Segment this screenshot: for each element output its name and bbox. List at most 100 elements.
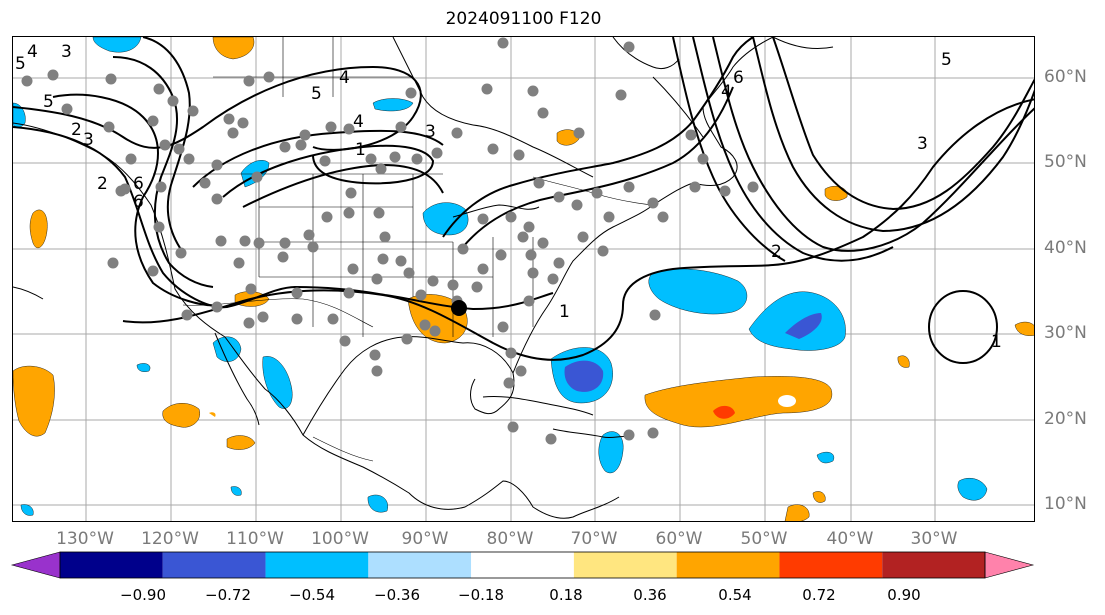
station-dot (263, 71, 275, 83)
station-dot (253, 237, 265, 249)
lon-tick-label: 130°W (56, 529, 114, 549)
lon-tick-label: 60°W (655, 529, 703, 549)
contour-label: 2 (71, 120, 82, 140)
station-dot (227, 127, 239, 139)
station-dot (233, 257, 245, 269)
station-dot (747, 181, 759, 193)
station-dot (307, 241, 319, 253)
station-dot (295, 139, 307, 151)
station-dot (257, 311, 269, 323)
station-dot (395, 255, 407, 267)
station-dot (115, 185, 127, 197)
station-dot (211, 159, 223, 171)
station-dot (523, 221, 535, 233)
colorbar-extend-high (984, 551, 1035, 579)
contour-label: 1 (355, 140, 366, 160)
station-dot (427, 275, 439, 287)
contour-label: 1 (991, 332, 1002, 352)
contour-label: 5 (15, 54, 26, 74)
station-dot (597, 245, 609, 257)
station-dot (507, 421, 519, 433)
coastlines (13, 37, 834, 519)
station-dot (339, 335, 351, 347)
station-dot (153, 83, 165, 95)
station-dot (573, 127, 585, 139)
station-dot (173, 143, 185, 155)
station-dot (299, 129, 311, 141)
station-dot (403, 267, 415, 279)
station-dot (377, 253, 389, 265)
contour-labels: 4 5 3 4 3 1 2 6 5 2 6 4 5 3 2 1 1 5 4 3 … (15, 42, 1002, 352)
station-dot (505, 211, 517, 223)
station-dot (395, 121, 407, 133)
lon-tick-label: 110°W (226, 529, 284, 549)
station-dot (623, 41, 635, 53)
station-dot (237, 117, 249, 129)
station-dot (155, 181, 167, 193)
colorbar-segment (471, 552, 574, 578)
colorbar-tick-label: −0.90 (120, 586, 166, 604)
station-dot (277, 251, 289, 263)
station-dot (553, 191, 565, 203)
station-dot (147, 265, 159, 277)
highlight-marker (451, 300, 467, 316)
station-dot (615, 89, 627, 101)
contour-label: 6 (133, 174, 144, 194)
station-dot (291, 313, 303, 325)
station-dot (431, 147, 443, 159)
station-dot (327, 313, 339, 325)
colorbar-tick-label: −0.18 (458, 586, 504, 604)
station-dot (623, 429, 635, 441)
lon-tick-label: 50°W (740, 529, 788, 549)
station-markers (21, 37, 759, 445)
lon-tick-label: 30°W (910, 529, 958, 549)
station-dot (415, 289, 427, 301)
graticule (13, 37, 1034, 521)
station-dot (533, 177, 545, 189)
station-dot (689, 181, 701, 193)
station-dot (147, 115, 159, 127)
station-dot (319, 155, 331, 167)
station-dot (371, 365, 383, 377)
station-dot (167, 95, 179, 107)
station-dot (343, 287, 355, 299)
colorbar-tick-label: 0.18 (549, 586, 583, 604)
contour-label: 5 (941, 50, 952, 70)
station-dot (419, 319, 431, 331)
station-dot (497, 321, 509, 333)
colorbar-tick-label: 0.54 (718, 586, 752, 604)
colorbar-tick-label: −0.72 (205, 586, 251, 604)
colorbar-segment (368, 552, 472, 578)
station-dot (371, 273, 383, 285)
station-dot (527, 85, 539, 97)
station-dot (647, 427, 659, 439)
station-dot (223, 113, 235, 125)
station-dot (547, 273, 559, 285)
station-dot (647, 197, 659, 209)
contour-label: 4 (353, 112, 364, 132)
colorbar-segment (882, 552, 985, 578)
station-dot (107, 257, 119, 269)
station-dot (523, 295, 535, 307)
station-dot (401, 333, 413, 345)
station-dot (175, 247, 187, 259)
colorbar-tick-label: 0.90 (887, 586, 921, 604)
station-dot (279, 237, 291, 249)
station-dot (591, 187, 603, 199)
station-dot (553, 257, 565, 269)
station-dot (103, 121, 115, 133)
station-dot (537, 107, 549, 119)
station-dot (365, 153, 377, 165)
colorbar-outline (59, 551, 986, 579)
lon-tick-label: 120°W (141, 529, 199, 549)
station-dot (343, 207, 355, 219)
station-dot (375, 163, 387, 175)
colorbar-tick-label: 0.72 (802, 586, 836, 604)
station-dot (325, 121, 337, 133)
contour-label: 4 (339, 68, 350, 88)
station-dot (685, 129, 697, 141)
station-dot (321, 211, 333, 223)
contour-label: 3 (425, 122, 436, 142)
station-dot (347, 263, 359, 275)
station-dot (199, 177, 211, 189)
